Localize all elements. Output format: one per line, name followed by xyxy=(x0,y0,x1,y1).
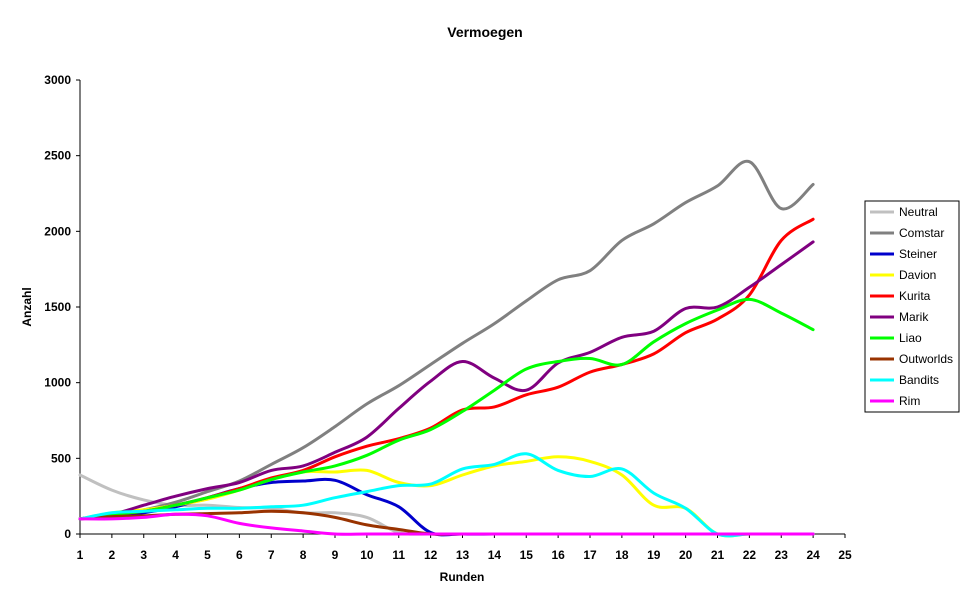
legend-label-bandits: Bandits xyxy=(899,373,939,387)
series-line-marik xyxy=(78,240,815,521)
legend-label-rim: Rim xyxy=(899,394,920,408)
x-tick-label: 24 xyxy=(806,548,820,562)
y-tick-label: 2500 xyxy=(44,149,71,163)
legend-box xyxy=(864,200,960,413)
series-line-rim xyxy=(78,512,815,536)
x-tick-label: 8 xyxy=(300,548,307,562)
x-tick-label: 14 xyxy=(488,548,502,562)
legend-label-comstar: Comstar xyxy=(899,226,944,240)
x-axis-title: Runden xyxy=(440,570,485,584)
x-tick-label: 5 xyxy=(204,548,211,562)
x-tick-label: 12 xyxy=(424,548,438,562)
legend-label-liao: Liao xyxy=(899,331,922,345)
x-tick-label: 11 xyxy=(392,548,405,562)
series-line-liao xyxy=(78,297,815,521)
x-tick-label: 2 xyxy=(109,548,116,562)
series-line-steiner xyxy=(78,477,815,537)
x-tick-label: 3 xyxy=(140,548,147,562)
x-tick-label: 22 xyxy=(743,548,757,562)
legend-label-outworlds: Outworlds xyxy=(899,352,953,366)
y-tick-label: 1000 xyxy=(44,376,71,390)
x-tick-label: 17 xyxy=(583,548,597,562)
y-tick-label: 1500 xyxy=(44,300,71,314)
series-line-comstar xyxy=(78,159,815,521)
x-tick-label: 21 xyxy=(711,548,725,562)
legend-label-kurita: Kurita xyxy=(899,289,931,303)
legend-label-davion: Davion xyxy=(899,268,936,282)
x-tick-label: 7 xyxy=(268,548,275,562)
chart-title: Vermoegen xyxy=(447,24,522,40)
legend-label-neutral: Neutral xyxy=(899,205,938,219)
x-tick-label: 10 xyxy=(360,548,374,562)
y-ticks: 0 500 1000 1500 2000 2500 3000 xyxy=(44,73,80,541)
legend-label-marik: Marik xyxy=(899,310,929,324)
x-tick-label: 25 xyxy=(838,548,852,562)
x-tick-label: 1 xyxy=(77,548,84,562)
y-tick-label: 2000 xyxy=(44,224,71,238)
x-tick-label: 9 xyxy=(332,548,339,562)
x-tick-label: 16 xyxy=(551,548,565,562)
x-tick-label: 6 xyxy=(236,548,243,562)
legend-label-steiner: Steiner xyxy=(899,247,937,261)
x-tick-label: 15 xyxy=(520,548,534,562)
y-tick-label: 0 xyxy=(64,527,71,541)
y-tick-label: 500 xyxy=(51,451,71,465)
x-tick-label: 13 xyxy=(456,548,470,562)
x-ticks: 1 2 3 4 5 6 7 8 9 10 11 12 13 14 15 16 17 18 19 20 21 22 23 24 2… xyxy=(77,534,852,562)
x-tick-label: 4 xyxy=(172,548,179,562)
x-tick-label: 18 xyxy=(615,548,629,562)
y-tick-label: 3000 xyxy=(44,73,71,87)
legend-items: Neutral Comstar Steiner Davion Kurita Marik Li… xyxy=(870,205,953,408)
series-line-bandits xyxy=(78,452,815,538)
x-tick-label: 19 xyxy=(647,548,661,562)
x-tick-label: 23 xyxy=(775,548,789,562)
legend: Neutral Comstar Steiner Davion Kurita Marik Li… xyxy=(864,200,960,413)
axes xyxy=(79,80,845,535)
series-lines xyxy=(78,159,815,538)
x-tick-label: 20 xyxy=(679,548,693,562)
y-axis-title: Anzahl xyxy=(20,287,34,326)
